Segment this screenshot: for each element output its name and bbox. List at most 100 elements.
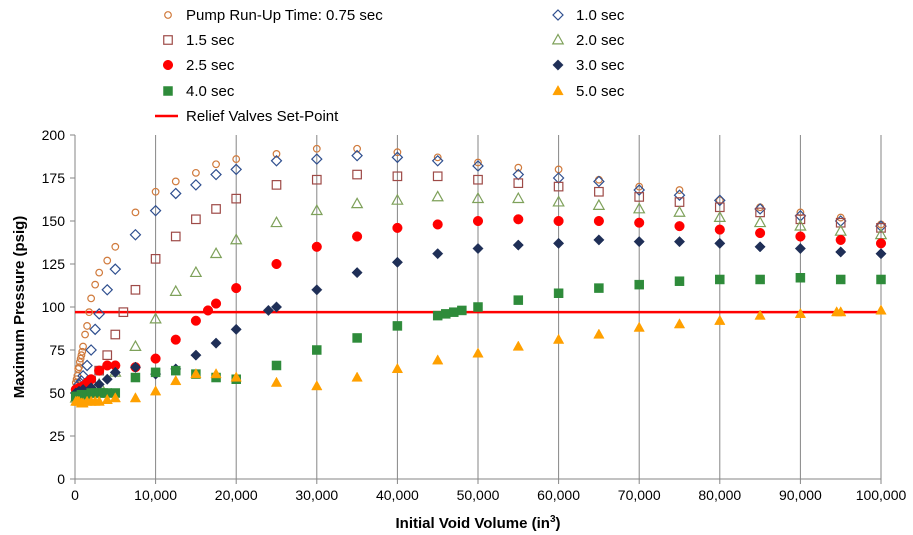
point-s2-15 <box>271 180 282 190</box>
point-s4-9 <box>150 353 161 364</box>
point-s3-8 <box>169 284 182 296</box>
point-s4-11 <box>190 315 201 326</box>
x-tick-label-7: 70,000 <box>618 487 661 503</box>
point-s1-9 <box>101 283 114 296</box>
point-s2-30 <box>876 223 886 233</box>
y-tick-label-3: 75 <box>49 342 65 358</box>
point-s6-24 <box>449 307 459 317</box>
point-s2-21 <box>513 178 524 189</box>
point-s0-21 <box>191 168 200 177</box>
point-s1-14 <box>190 179 202 191</box>
legend-marker-6 <box>163 86 173 96</box>
point-s5-18 <box>432 248 444 260</box>
legend-marker-7 <box>552 84 564 96</box>
series-6 <box>71 273 886 402</box>
point-s6-26 <box>473 302 483 312</box>
point-s5-22 <box>593 234 605 246</box>
point-s0-12 <box>85 308 94 317</box>
point-s6-14 <box>171 365 181 376</box>
point-s1-10 <box>109 263 122 276</box>
point-s1-6 <box>85 344 97 356</box>
point-s5-26 <box>754 241 766 253</box>
legend-label-5: 3.0 sec <box>576 57 625 74</box>
point-s4-22 <box>553 215 564 227</box>
point-s7-13 <box>170 374 182 386</box>
point-s5-24 <box>673 236 686 248</box>
point-s6-28 <box>553 288 564 298</box>
point-s3-21 <box>632 202 646 214</box>
point-s4-17 <box>352 231 363 242</box>
legend-marker-4 <box>162 59 174 71</box>
point-s1-19 <box>351 149 363 162</box>
point-s6-31 <box>674 276 685 286</box>
point-s6-30 <box>634 279 644 290</box>
point-s4-18 <box>392 222 403 233</box>
point-s5-15 <box>311 284 323 296</box>
point-s3-23 <box>713 210 727 223</box>
point-s5-29 <box>875 248 887 260</box>
legend-label-2: 1.5 sec <box>186 32 235 49</box>
point-s3-14 <box>350 197 364 209</box>
point-s3-24 <box>753 215 767 228</box>
point-s1-12 <box>149 204 162 217</box>
point-s2-11 <box>170 231 181 242</box>
y-tick-label-4: 100 <box>42 299 66 315</box>
legend-marker-5 <box>552 59 564 71</box>
point-s7-17 <box>270 376 283 387</box>
axes <box>70 134 882 484</box>
y-tick-label-7: 175 <box>42 170 66 186</box>
point-s7-14 <box>190 368 202 379</box>
x-tick-label-8: 80,000 <box>698 487 741 503</box>
point-s6-25 <box>457 305 467 316</box>
series-0 <box>71 144 885 387</box>
point-s1-20 <box>391 151 404 164</box>
point-s5-27 <box>794 242 806 255</box>
x-axis-title: Initial Void Volume (in3) <box>395 514 560 532</box>
point-s0-4 <box>75 363 83 372</box>
x-tick-label-1: 10,000 <box>134 487 177 503</box>
series-7 <box>70 304 887 408</box>
point-s2-7 <box>110 329 121 340</box>
legend-label-3: 2.0 sec <box>576 32 625 49</box>
point-s4-21 <box>513 214 524 225</box>
point-s0-32 <box>595 175 603 184</box>
point-s1-13 <box>169 187 182 200</box>
point-s6-34 <box>795 273 806 283</box>
x-tick-labels: 0 10,000 20,000 30,000 40,000 50,000 60,000 70,… <box>71 487 906 503</box>
point-s0-38 <box>836 213 845 222</box>
point-s2-18 <box>392 171 403 182</box>
point-s7-29 <box>754 309 766 320</box>
point-s7-20 <box>391 362 404 374</box>
point-s5-20 <box>512 239 524 251</box>
point-s1-32 <box>875 220 887 233</box>
point-s0-10 <box>81 330 89 339</box>
point-s4-29 <box>835 234 846 245</box>
point-s4-13 <box>211 298 222 309</box>
point-s7-30 <box>794 307 807 318</box>
point-s5-5 <box>101 373 113 385</box>
legend-label-1: 1.0 sec <box>576 7 625 24</box>
point-s1-7 <box>89 323 101 336</box>
point-s0-33 <box>635 182 644 191</box>
point-s7-27 <box>673 318 686 329</box>
point-s4-12 <box>202 305 214 316</box>
point-s1-18 <box>310 153 323 165</box>
point-s1-16 <box>230 163 243 176</box>
point-s7-26 <box>633 321 645 332</box>
point-s4-19 <box>432 219 443 230</box>
x-tick-label-2: 20,000 <box>215 487 258 503</box>
point-s2-14 <box>231 193 242 204</box>
point-s0-18 <box>131 208 140 217</box>
point-s1-22 <box>472 160 484 172</box>
point-s7-10 <box>109 392 121 403</box>
point-s7-33 <box>875 304 887 315</box>
point-s7-12 <box>149 385 162 396</box>
point-s2-25 <box>674 197 685 207</box>
point-s4-27 <box>755 227 766 239</box>
point-s4-26 <box>714 224 725 235</box>
point-s4-23 <box>593 215 604 227</box>
point-s0-22 <box>212 160 220 169</box>
point-s7-25 <box>593 328 605 339</box>
point-s5-21 <box>553 237 565 249</box>
point-s6-12 <box>130 372 141 383</box>
